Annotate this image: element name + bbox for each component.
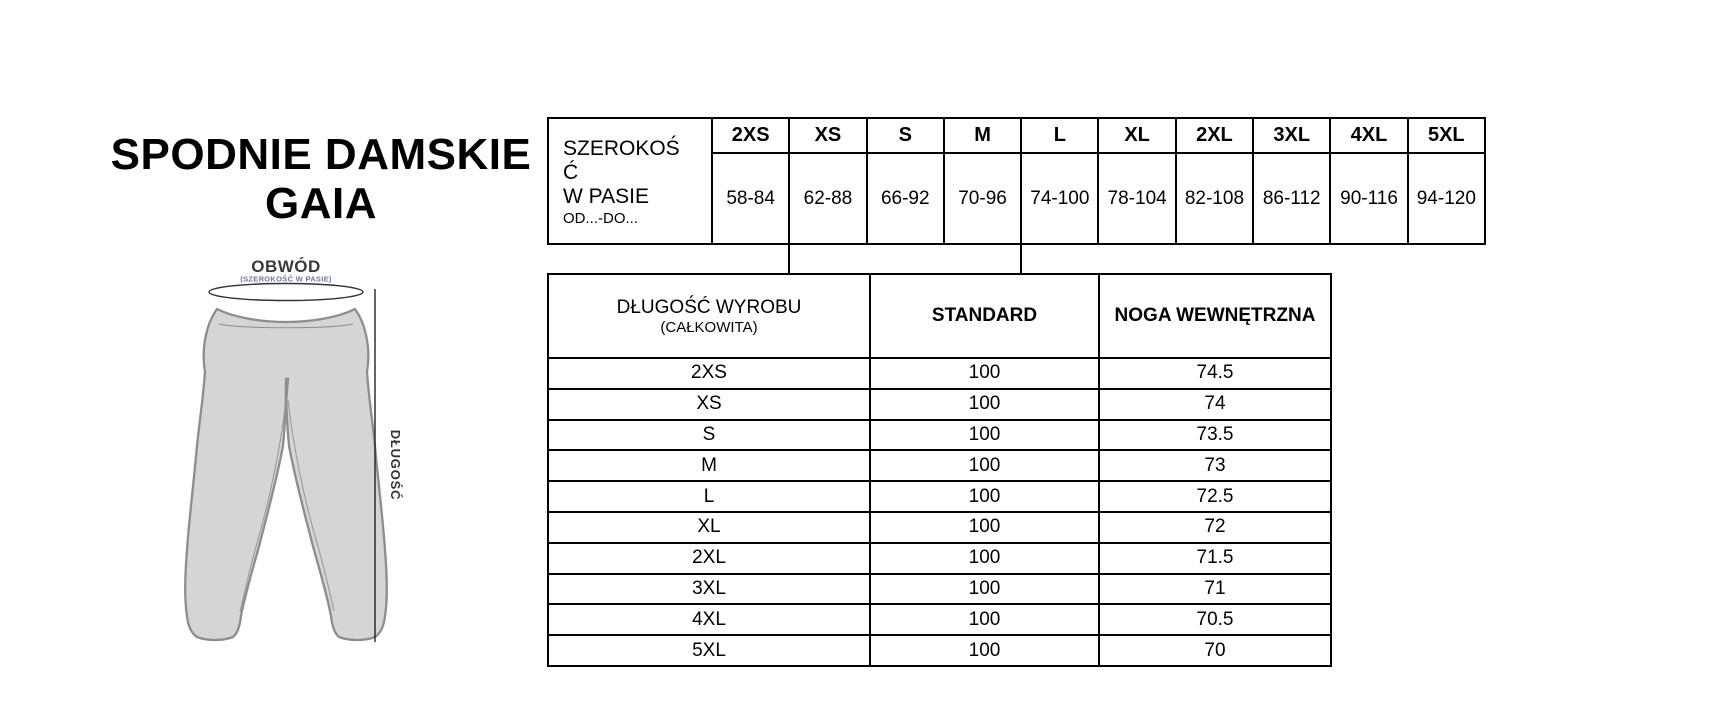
svg-text:(SZEROKOŚĆ W PASIE): (SZEROKOŚĆ W PASIE)	[240, 275, 332, 284]
svg-text:OBWÓD: OBWÓD	[251, 257, 321, 276]
svg-text:DŁUGOŚĆ: DŁUGOŚĆ	[388, 430, 403, 501]
